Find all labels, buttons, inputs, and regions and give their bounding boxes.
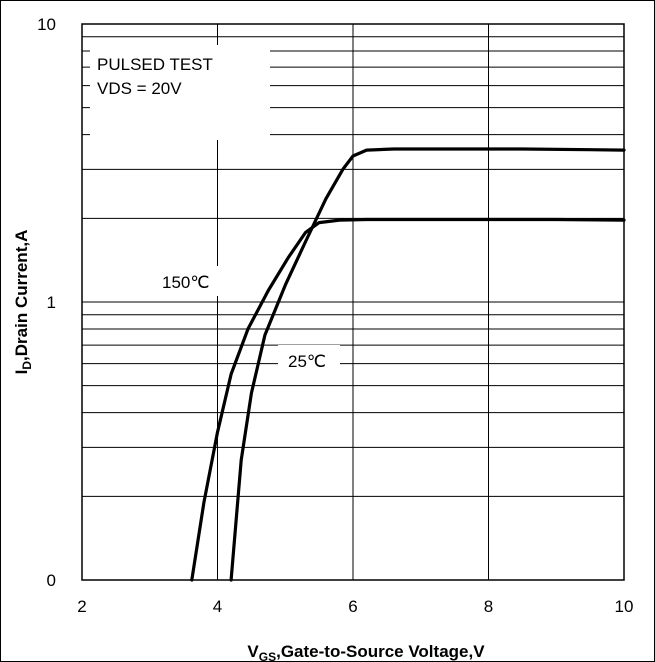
series-label-25: 25℃ xyxy=(288,352,326,371)
series-line-150c xyxy=(190,217,626,582)
y-tick-label: 10 xyxy=(37,15,56,34)
x-tick-label: 6 xyxy=(348,597,357,616)
y-axis-title-rest: ,Drain Current,A xyxy=(12,230,31,361)
y-tick-label: 0 xyxy=(47,571,56,590)
x-tick-label: 10 xyxy=(615,597,634,616)
annotation-box xyxy=(90,45,270,140)
y-axis-title-main: I xyxy=(12,370,31,375)
x-axis-title-main: V xyxy=(247,642,259,661)
x-axis-title-rest: ,Gate-to-Source Voltage,V xyxy=(276,642,485,661)
annotation-line-2: VDS = 20V xyxy=(97,79,182,98)
series-label-150: 150℃ xyxy=(162,273,209,292)
annotation-line-1: PULSED TEST xyxy=(97,55,213,74)
x-tick-label: 2 xyxy=(77,597,86,616)
x-tick-labels: 2 4 6 8 10 xyxy=(77,597,633,616)
x-tick-label: 4 xyxy=(213,597,222,616)
label-150-box xyxy=(160,266,220,296)
x-axis-title: VGS,Gate-to-Source Voltage,V xyxy=(247,642,485,662)
y-axis-title-sub: D xyxy=(20,361,34,370)
label-25-box xyxy=(278,345,340,375)
x-axis-title-sub: GS xyxy=(259,650,276,662)
series-group xyxy=(190,147,626,582)
y-tick-label: 1 xyxy=(47,293,56,312)
series-line-25c xyxy=(229,147,626,582)
plot-area-border xyxy=(81,23,625,581)
y-axis-title: ID,Drain Current,A xyxy=(12,230,34,375)
x-tick-label: 8 xyxy=(484,597,493,616)
